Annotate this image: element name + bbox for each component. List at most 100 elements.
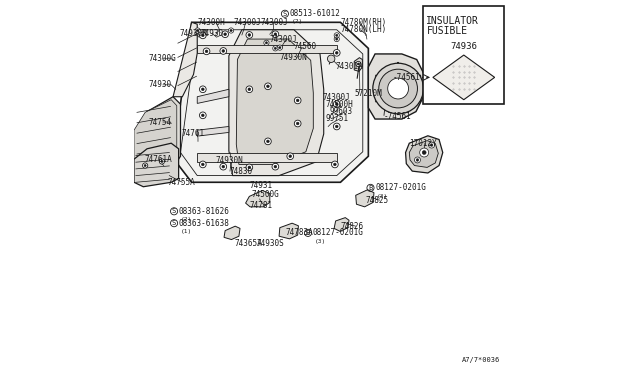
Text: 74500H: 74500H (326, 100, 354, 109)
Text: 74930: 74930 (148, 80, 172, 89)
Circle shape (267, 140, 269, 143)
Text: 99751: 99751 (326, 114, 349, 123)
Text: 74825: 74825 (365, 196, 388, 205)
Circle shape (222, 31, 228, 38)
Circle shape (200, 112, 206, 119)
Circle shape (202, 163, 204, 166)
Text: 74300J: 74300J (323, 93, 351, 102)
Text: 99603: 99603 (330, 107, 353, 116)
Circle shape (200, 86, 206, 93)
Polygon shape (197, 89, 229, 103)
Text: INSULATOR: INSULATOR (426, 16, 479, 26)
Circle shape (272, 163, 278, 170)
Circle shape (228, 28, 234, 33)
Circle shape (333, 123, 340, 130)
Polygon shape (334, 218, 349, 231)
Text: (2): (2) (180, 217, 192, 222)
Circle shape (274, 165, 276, 168)
Polygon shape (410, 141, 438, 167)
Circle shape (333, 101, 340, 108)
Text: 17012Y: 17012Y (410, 139, 437, 148)
Polygon shape (279, 223, 298, 239)
Circle shape (220, 48, 227, 54)
Circle shape (196, 29, 199, 32)
Polygon shape (197, 45, 337, 53)
Circle shape (335, 38, 338, 40)
Circle shape (274, 33, 276, 36)
Circle shape (334, 33, 339, 38)
Circle shape (416, 158, 419, 161)
Text: 08363-61638: 08363-61638 (179, 219, 230, 228)
Polygon shape (236, 39, 314, 164)
Polygon shape (406, 136, 443, 173)
Circle shape (222, 165, 225, 168)
Text: 74761: 74761 (182, 129, 205, 138)
Text: 74365A: 74365A (234, 239, 262, 248)
Circle shape (287, 153, 294, 160)
Polygon shape (356, 190, 374, 207)
Text: 74300J: 74300J (234, 18, 261, 27)
Text: 74300J: 74300J (260, 18, 288, 27)
Circle shape (272, 31, 278, 38)
Text: 74783A: 74783A (286, 228, 314, 237)
Circle shape (195, 28, 200, 33)
Text: 08127-0201G: 08127-0201G (312, 228, 364, 237)
Text: 74930S: 74930S (256, 239, 284, 248)
Text: 08363-81626: 08363-81626 (179, 207, 230, 216)
Circle shape (420, 148, 429, 157)
Circle shape (430, 144, 433, 147)
Text: 74830: 74830 (230, 167, 253, 176)
Circle shape (265, 42, 268, 44)
Text: (1): (1) (180, 229, 192, 234)
Text: 74930: 74930 (200, 29, 223, 38)
Text: FUSIBLE: FUSIBLE (426, 26, 467, 36)
Circle shape (202, 34, 204, 37)
Polygon shape (354, 58, 362, 71)
Text: (3): (3) (314, 238, 326, 244)
Text: 74930N: 74930N (216, 156, 244, 165)
Circle shape (429, 142, 435, 148)
Text: 74936: 74936 (451, 42, 477, 51)
Circle shape (373, 63, 424, 114)
Circle shape (144, 164, 146, 167)
Circle shape (246, 86, 253, 93)
Circle shape (200, 161, 206, 168)
Polygon shape (224, 226, 240, 240)
Circle shape (264, 40, 269, 45)
Polygon shape (229, 30, 324, 176)
Text: (3): (3) (377, 193, 388, 199)
Text: 74301A: 74301A (336, 62, 364, 71)
Text: 74930M: 74930M (179, 29, 207, 38)
Circle shape (415, 157, 420, 163)
Text: 74781: 74781 (250, 201, 273, 210)
Text: 74826: 74826 (341, 222, 364, 231)
Text: A7/7*0036: A7/7*0036 (462, 357, 500, 363)
Circle shape (356, 61, 361, 67)
Circle shape (333, 163, 336, 166)
Text: 74780N(LH): 74780N(LH) (340, 25, 387, 34)
Text: 74930N: 74930N (279, 53, 307, 62)
Polygon shape (433, 55, 495, 100)
Text: 74755A: 74755A (168, 178, 195, 187)
Circle shape (248, 88, 251, 91)
Circle shape (264, 83, 271, 90)
Circle shape (422, 151, 426, 154)
Polygon shape (197, 153, 337, 162)
Circle shape (143, 163, 148, 168)
Circle shape (205, 50, 208, 53)
Text: B: B (369, 185, 372, 191)
Circle shape (273, 46, 278, 51)
Circle shape (335, 125, 338, 128)
Circle shape (278, 46, 281, 49)
Text: 74300H: 74300H (198, 18, 226, 27)
FancyBboxPatch shape (424, 6, 504, 104)
Polygon shape (197, 126, 229, 136)
Polygon shape (134, 97, 180, 169)
Circle shape (328, 55, 335, 62)
Polygon shape (173, 22, 197, 97)
Circle shape (159, 159, 164, 164)
Circle shape (333, 49, 340, 56)
Circle shape (289, 155, 292, 158)
Text: (2): (2) (291, 19, 303, 25)
Circle shape (267, 85, 269, 88)
